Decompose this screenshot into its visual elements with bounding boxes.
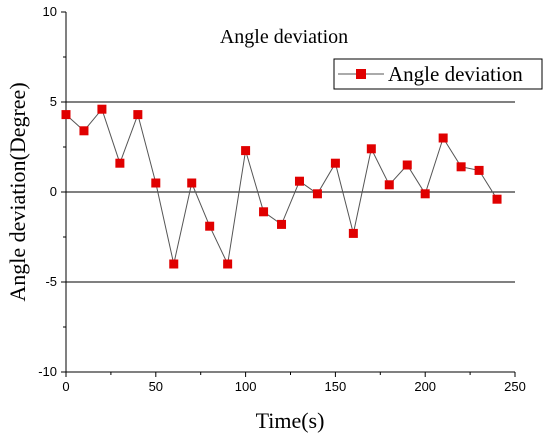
- data-point: [312, 189, 322, 199]
- data-point: [492, 194, 502, 204]
- y-tick-label: -10: [38, 364, 57, 379]
- data-point: [151, 178, 161, 188]
- x-tick-label: 0: [62, 379, 69, 394]
- series-line-0: [65, 108, 498, 266]
- ticks: 0 50 100 150 200 250 -10 -5 0 5 10: [38, 4, 526, 394]
- x-tick-label: 50: [149, 379, 163, 394]
- data-point: [61, 110, 71, 120]
- y-axis-label: Angle deviation(Degree): [5, 82, 30, 301]
- data-point: [348, 228, 358, 238]
- data-point: [402, 160, 412, 170]
- legend-label: Angle deviation: [388, 62, 523, 86]
- data-point: [420, 189, 430, 199]
- data-point: [456, 162, 466, 172]
- x-axis-label: Time(s): [256, 408, 325, 433]
- data-point: [97, 104, 107, 114]
- x-tick-label: 100: [235, 379, 257, 394]
- data-point: [79, 126, 89, 136]
- y-tick-label: 0: [50, 184, 57, 199]
- data-point: [241, 146, 251, 156]
- chart-title: Angle deviation: [220, 26, 348, 48]
- data-point: [366, 144, 376, 154]
- data-point: [330, 158, 340, 168]
- x-tick-label: 200: [414, 379, 436, 394]
- data-point: [438, 133, 448, 143]
- y-tick-label: 10: [43, 4, 57, 19]
- data-point: [259, 207, 269, 217]
- data-point: [384, 180, 394, 190]
- data-point: [223, 259, 233, 269]
- reference-lines: [66, 101, 515, 283]
- data-point: [133, 110, 143, 120]
- legend: Angle deviation: [333, 58, 543, 90]
- data-point: [205, 221, 215, 231]
- legend-marker: [356, 69, 366, 79]
- x-tick-label: 150: [325, 379, 347, 394]
- y-tick-label: 5: [50, 94, 57, 109]
- series-layer: [61, 104, 502, 269]
- y-tick-label: -5: [45, 274, 57, 289]
- data-point: [169, 259, 179, 269]
- x-tick-label: 250: [504, 379, 526, 394]
- data-point: [474, 165, 484, 175]
- data-point: [115, 158, 125, 168]
- data-point: [277, 219, 287, 229]
- data-point: [187, 178, 197, 188]
- data-point: [294, 176, 304, 186]
